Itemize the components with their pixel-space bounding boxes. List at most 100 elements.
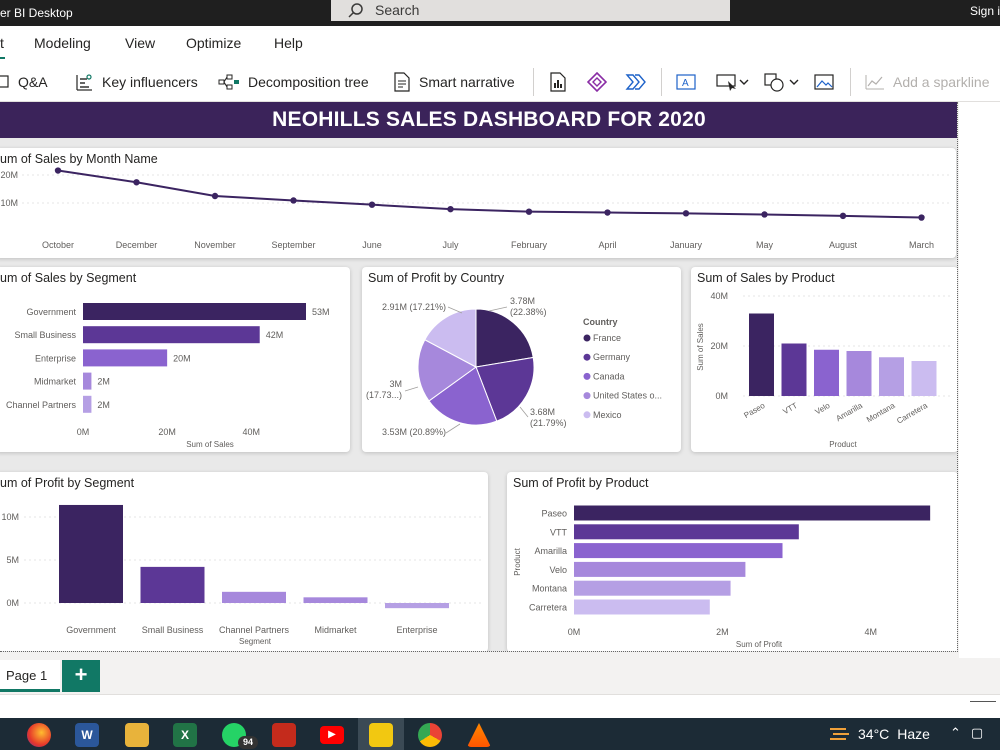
- button-insert-icon: [716, 74, 749, 91]
- power-bi-icon[interactable]: [369, 723, 393, 747]
- profit-by-country-chart: 3.78M(22.38%) 3.68M(21.79%) 3.53M (20.89%)…: [366, 296, 662, 437]
- x-axis-title: Product: [829, 440, 857, 449]
- page-tab-1[interactable]: Page 1: [0, 660, 60, 692]
- x-tick-label: May: [756, 240, 774, 250]
- x-tick-label: January: [670, 240, 703, 250]
- haze-icon: [830, 728, 849, 740]
- leader-line: [488, 306, 508, 312]
- qa-button[interactable]: Q&A: [0, 71, 48, 93]
- chrome-icon[interactable]: [418, 723, 442, 747]
- category-label: Paseo: [541, 509, 567, 519]
- menu-tab-view[interactable]: View: [125, 35, 156, 51]
- leader-line: [519, 406, 529, 418]
- data-label: 20M: [173, 353, 191, 363]
- add-sparkline-button[interactable]: Add a sparkline: [865, 71, 990, 93]
- profit-by-product-card[interactable]: Sum of Profit by Product Paseo VTT Amarill…: [507, 472, 957, 651]
- menu-tab-help[interactable]: Help: [274, 35, 303, 51]
- slice-data-label: 2.91M (17.21%): [382, 302, 446, 312]
- legend-label-united-states-o: United States o...: [593, 391, 662, 401]
- search-box[interactable]: Search: [331, 0, 730, 21]
- profit-by-segment-card[interactable]: um of Profit by Segment 10M 5M 0M Governmen…: [0, 472, 488, 651]
- slice-data-label: (22.38%): [510, 307, 547, 317]
- data-label: 2M: [97, 377, 110, 387]
- paginated-report-icon: [550, 72, 566, 92]
- category-label: Amarilla: [534, 546, 567, 556]
- file-explorer-icon[interactable]: [125, 723, 149, 747]
- x-tick-label: 0M: [568, 627, 581, 637]
- shapes-dropdown[interactable]: [764, 71, 800, 93]
- data-point-april: [604, 209, 611, 216]
- y-tick-label: 10M: [1, 512, 19, 522]
- word-icon[interactable]: W: [75, 723, 99, 747]
- y-axis-title: Sum of Sales: [696, 323, 705, 371]
- sign-in-link[interactable]: Sign i: [969, 4, 1000, 18]
- bar-amarilla: [574, 543, 783, 559]
- leader-line: [447, 306, 463, 314]
- legend-marker: [583, 372, 591, 380]
- temperature: 34°C: [858, 726, 890, 742]
- data-point-september: [290, 197, 297, 204]
- vlc-icon[interactable]: [467, 723, 491, 747]
- youtube-icon[interactable]: ▶: [320, 726, 344, 744]
- leader-line: [445, 423, 461, 434]
- bar-government: [59, 504, 123, 603]
- x-tick-label: VTT: [781, 401, 799, 416]
- sparkline-icon: [865, 75, 884, 90]
- x-tick-label: August: [829, 240, 858, 250]
- legend-label-france: France: [593, 333, 621, 343]
- y-tick-label: 0M: [715, 391, 728, 401]
- x-tick-label: June: [362, 240, 382, 250]
- ribbon-separator: [850, 68, 851, 96]
- profit-by-country-card[interactable]: Sum of Profit by Country 3.78M (22.38%) 3.…: [362, 267, 681, 452]
- media-app-icon[interactable]: [272, 723, 296, 747]
- category-label: Enterprise: [35, 353, 76, 363]
- add-sparkline-label: Add a sparkline: [893, 74, 990, 90]
- x-tick-label: July: [442, 240, 459, 250]
- x-tick-label: 40M: [243, 427, 261, 437]
- chevron-up-icon[interactable]: ⌃: [950, 725, 961, 740]
- weather-widget[interactable]: 34°C Haze: [828, 724, 930, 744]
- data-label: 2M: [97, 400, 110, 410]
- slice-data-label: 3.53M (20.89%): [382, 427, 446, 437]
- buttons-dropdown[interactable]: [716, 71, 750, 93]
- network-icon[interactable]: ▢: [970, 725, 984, 740]
- menu-tab-insert[interactable]: t: [0, 35, 5, 59]
- data-point-july: [447, 205, 454, 213]
- decomposition-tree-button[interactable]: Decomposition tree: [218, 71, 369, 93]
- menu-tab-optimize[interactable]: Optimize: [186, 35, 242, 51]
- decomposition-tree-label: Decomposition tree: [248, 74, 369, 90]
- category-label: VTT: [550, 527, 568, 537]
- text-box-button[interactable]: A: [676, 71, 696, 93]
- smart-narrative-button[interactable]: Smart narrative: [393, 71, 515, 93]
- x-tick-label: Midmarket: [314, 625, 357, 635]
- data-point-december: [133, 179, 140, 186]
- data-point-january: [682, 210, 690, 217]
- dashboard-banner: NEOHILLS SALES DASHBOARD FOR 2020: [0, 102, 957, 138]
- x-axis-title: Sum of Profit: [736, 640, 783, 649]
- sales-by-month-card[interactable]: um of Sales by Month Name 20M 10M October D…: [0, 148, 956, 258]
- y-tick-label: 5M: [6, 555, 19, 565]
- data-point-may: [761, 211, 768, 218]
- firefox-icon[interactable]: [27, 723, 51, 747]
- paginated-report-button[interactable]: [550, 71, 566, 93]
- image-button[interactable]: [814, 71, 834, 93]
- menu-bar: t Modeling View Optimize Help: [0, 26, 1000, 62]
- zoom-slider[interactable]: [970, 701, 996, 702]
- sales-by-segment-card[interactable]: um of Sales by Segment Government 53M Smal…: [0, 267, 350, 452]
- x-tick-label: Montana: [865, 401, 897, 425]
- qa-label: Q&A: [18, 74, 48, 90]
- menu-tab-modeling[interactable]: Modeling: [34, 35, 91, 51]
- app-title: er BI Desktop: [0, 6, 73, 20]
- legend-marker: [583, 353, 591, 361]
- title-bar: er BI Desktop Search Sign i: [0, 0, 1000, 26]
- power-apps-button[interactable]: [587, 71, 607, 93]
- add-page-button[interactable]: +: [62, 660, 100, 692]
- power-automate-button[interactable]: [625, 71, 647, 93]
- excel-icon[interactable]: X: [173, 723, 197, 747]
- sales-by-product-card[interactable]: Sum of Sales by Product 40M 20M 0M Paseo VTT…: [691, 267, 957, 452]
- x-tick-label: April: [598, 240, 616, 250]
- x-axis-title: Sum of Sales: [186, 440, 234, 449]
- key-influencers-button[interactable]: Key influencers: [74, 71, 198, 93]
- bar-carretera: [574, 599, 710, 615]
- data-point-november: [211, 192, 219, 200]
